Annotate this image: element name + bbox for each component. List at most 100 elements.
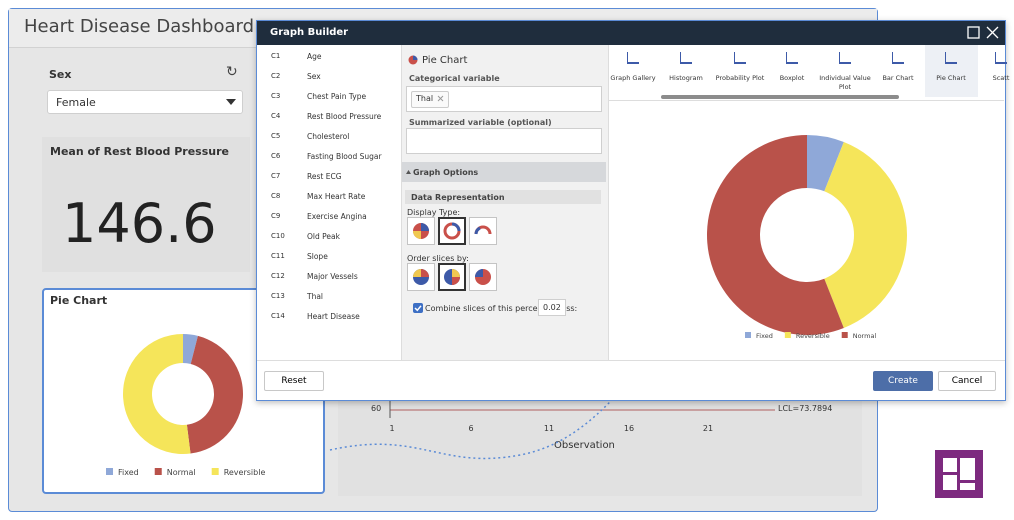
column-name: Heart Disease xyxy=(307,312,360,321)
order-label: Order slices by: xyxy=(407,254,469,263)
column-name: Exercise Angina xyxy=(307,212,367,221)
create-button[interactable]: Create xyxy=(873,371,933,391)
column-id: C3 xyxy=(271,92,281,100)
column-id: C8 xyxy=(271,192,281,200)
legend-swatch xyxy=(154,468,162,475)
dialog-header xyxy=(257,21,1005,45)
column-id: C14 xyxy=(271,312,285,320)
legend-swatch xyxy=(784,332,791,338)
column-name: Slope xyxy=(307,252,328,261)
x-tick-label: 21 xyxy=(702,424,714,433)
slice xyxy=(824,142,907,328)
column-id: C1 xyxy=(271,52,281,60)
column-id: C6 xyxy=(271,152,281,160)
refresh-icon[interactable]: ↻ xyxy=(226,64,238,80)
subsection-title: Data Representation xyxy=(411,193,505,202)
column-id: C12 xyxy=(271,272,285,280)
combine-label: Combine slices of this percent or less: xyxy=(425,304,578,313)
control-chart xyxy=(338,396,862,496)
gallery-icon xyxy=(786,52,798,64)
dashboard-title: Heart Disease Dashboard xyxy=(24,16,254,37)
display-donut[interactable] xyxy=(438,217,466,245)
column-name: Age xyxy=(307,52,322,61)
gallery-icon xyxy=(892,52,904,64)
section-title: Graph Options xyxy=(413,168,479,177)
gallery-item[interactable]: Histogram xyxy=(669,74,703,82)
pie-icon xyxy=(408,55,418,65)
gallery-item[interactable]: Individual Value Plot xyxy=(819,74,871,91)
gallery-icon xyxy=(734,52,746,64)
legend-label: Reversible xyxy=(224,468,266,477)
x-axis-label: Observation xyxy=(554,440,615,451)
gallery-scrollbar xyxy=(661,95,899,99)
slice xyxy=(807,135,844,192)
column-name: Chest Pain Type xyxy=(307,92,367,101)
gallery-icon xyxy=(945,52,957,64)
combine-input[interactable] xyxy=(538,299,566,316)
legend-label: Normal xyxy=(853,332,877,340)
column-name: Thal xyxy=(307,292,324,301)
app-logo xyxy=(935,450,983,498)
gallery-item[interactable]: Pie Chart xyxy=(936,74,966,82)
options-title: Pie Chart xyxy=(422,55,468,66)
option-icons xyxy=(413,222,492,285)
column-id: C5 xyxy=(271,132,281,140)
x-tick-label: 11 xyxy=(543,424,555,433)
display-arc[interactable] xyxy=(469,217,497,245)
column-id: C2 xyxy=(271,72,281,80)
section-bar[interactable] xyxy=(402,162,606,182)
gallery-icon xyxy=(627,52,639,64)
column-id: C11 xyxy=(271,252,285,260)
chip-remove[interactable] xyxy=(437,95,444,102)
window-controls[interactable] xyxy=(966,25,1002,41)
x-tick-label: 16 xyxy=(623,424,635,433)
slice xyxy=(706,135,844,335)
filter-value: Female xyxy=(56,96,96,109)
reset-button[interactable]: Reset xyxy=(264,371,324,391)
categorical-label: Categorical variable xyxy=(409,74,500,83)
column-name: Major Vessels xyxy=(307,272,358,281)
cancel-button[interactable]: Cancel xyxy=(938,371,996,391)
legend-swatch xyxy=(211,468,219,475)
legend-label: Normal xyxy=(167,468,196,477)
checkbox[interactable] xyxy=(413,303,423,313)
gallery-item[interactable]: Graph Gallery xyxy=(610,74,656,82)
gallery-selected xyxy=(925,45,978,97)
column-name: Sex xyxy=(307,72,321,81)
column-name: Max Heart Rate xyxy=(307,192,366,201)
column-id: C7 xyxy=(271,172,281,180)
gallery-icon xyxy=(995,52,1007,64)
legend-swatch xyxy=(841,332,848,338)
column-id: C4 xyxy=(271,112,281,120)
gallery-item[interactable]: Probability Plot xyxy=(715,74,765,82)
kpi-label: Mean of Rest Blood Pressure xyxy=(50,145,229,158)
kpi-card xyxy=(42,137,250,272)
column-id: C10 xyxy=(271,232,285,240)
chip[interactable] xyxy=(411,91,449,108)
gallery-item[interactable]: Scatt xyxy=(992,74,1010,82)
preview-chart: Fixed Reversible Normal xyxy=(706,135,907,340)
kpi-value: 146.6 xyxy=(62,192,217,255)
legend-label: Fixed xyxy=(756,332,773,340)
gallery-item[interactable]: Boxplot xyxy=(779,74,805,82)
column-name: Cholesterol xyxy=(307,132,350,141)
column-name: Rest Blood Pressure xyxy=(307,112,382,121)
legend-label: Fixed xyxy=(118,468,139,477)
column-name: Rest ECG xyxy=(307,172,342,181)
legend-swatch xyxy=(745,332,751,338)
lcl-label: LCL=73.7894 xyxy=(778,404,833,413)
dropdown-caret xyxy=(226,99,236,105)
legend-label: Reversible xyxy=(796,332,830,340)
y-tick-label: 60 xyxy=(371,404,382,413)
slice xyxy=(123,334,191,454)
dialog-title: Graph Builder xyxy=(270,27,349,38)
filter-label: Sex xyxy=(49,68,72,81)
section-caret xyxy=(406,170,411,174)
gallery-item[interactable]: Bar Chart xyxy=(882,74,914,82)
column-name: Old Peak xyxy=(307,232,340,241)
slice xyxy=(183,334,198,364)
summarized-input[interactable] xyxy=(406,128,602,154)
gallery-icon xyxy=(680,52,692,64)
filter-dropdown[interactable] xyxy=(47,90,243,114)
